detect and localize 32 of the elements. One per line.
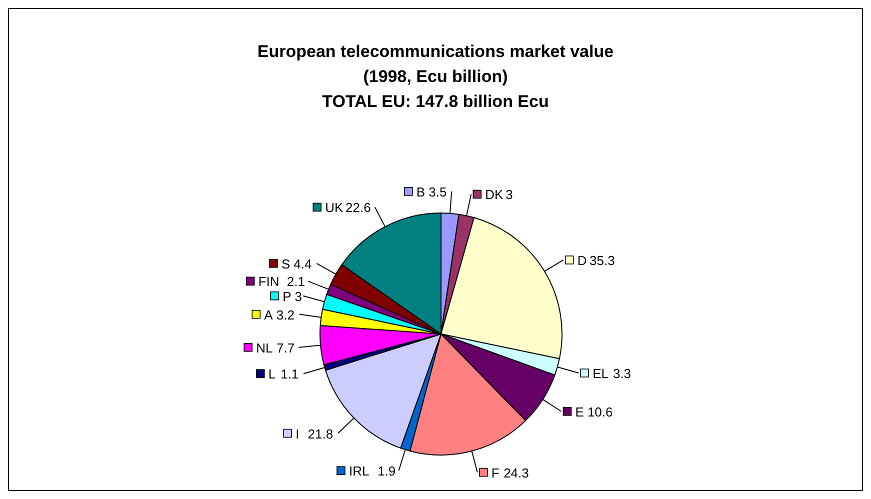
data-label: 3 xyxy=(506,187,513,202)
data-label: 21.8 xyxy=(308,426,334,442)
data-label: 22.6 xyxy=(346,200,371,216)
legend-label: FIN xyxy=(258,274,280,290)
chart-title: European telecommunications market value xyxy=(256,41,615,63)
chart-subtitle: (1998, Ecu billion) TOTAL EU: 147.8 billion Ecu xyxy=(321,66,550,113)
data-label: 3.2 xyxy=(276,307,294,322)
legend-label: IRL xyxy=(348,464,370,479)
legend-label: A xyxy=(264,307,274,322)
legend-label: D xyxy=(577,252,587,268)
legend-label: UK xyxy=(325,200,344,216)
data-label: 3 xyxy=(294,288,302,304)
data-label: 1.1 xyxy=(280,366,299,382)
legend-label: E xyxy=(575,404,584,420)
data-label: 2.1 xyxy=(286,274,305,290)
legend-label: F xyxy=(491,465,500,480)
legend-label: L xyxy=(268,366,276,382)
data-label: 24.3 xyxy=(504,465,529,480)
legend-label: EL xyxy=(592,366,608,382)
legend-label: B xyxy=(416,184,426,200)
legend-label: S xyxy=(281,256,290,272)
legend-label: DK xyxy=(485,187,504,202)
data-label: 1.9 xyxy=(378,464,396,479)
data-label: 10.6 xyxy=(587,404,613,420)
data-label: 4.4 xyxy=(294,256,312,272)
legend-label: P xyxy=(282,288,292,304)
data-label: 35.3 xyxy=(590,252,615,268)
data-label: 3.3 xyxy=(612,366,632,382)
data-label: 7.7 xyxy=(276,340,295,356)
legend-label: I xyxy=(296,426,300,442)
data-label: 3.5 xyxy=(428,184,447,200)
legend-label: NL xyxy=(256,340,273,356)
